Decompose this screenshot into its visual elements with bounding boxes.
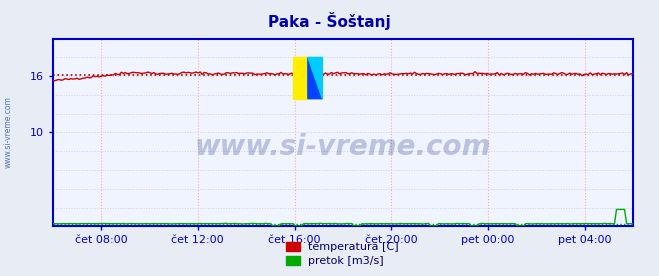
- Bar: [293, 57, 308, 99]
- Legend: temperatura [C], pretok [m3/s]: temperatura [C], pretok [m3/s]: [282, 237, 403, 270]
- Polygon shape: [308, 57, 322, 99]
- Text: Paka - Šoštanj: Paka - Šoštanj: [268, 12, 391, 30]
- Polygon shape: [308, 57, 322, 99]
- Text: www.si-vreme.com: www.si-vreme.com: [194, 134, 491, 161]
- Text: www.si-vreme.com: www.si-vreme.com: [4, 97, 13, 168]
